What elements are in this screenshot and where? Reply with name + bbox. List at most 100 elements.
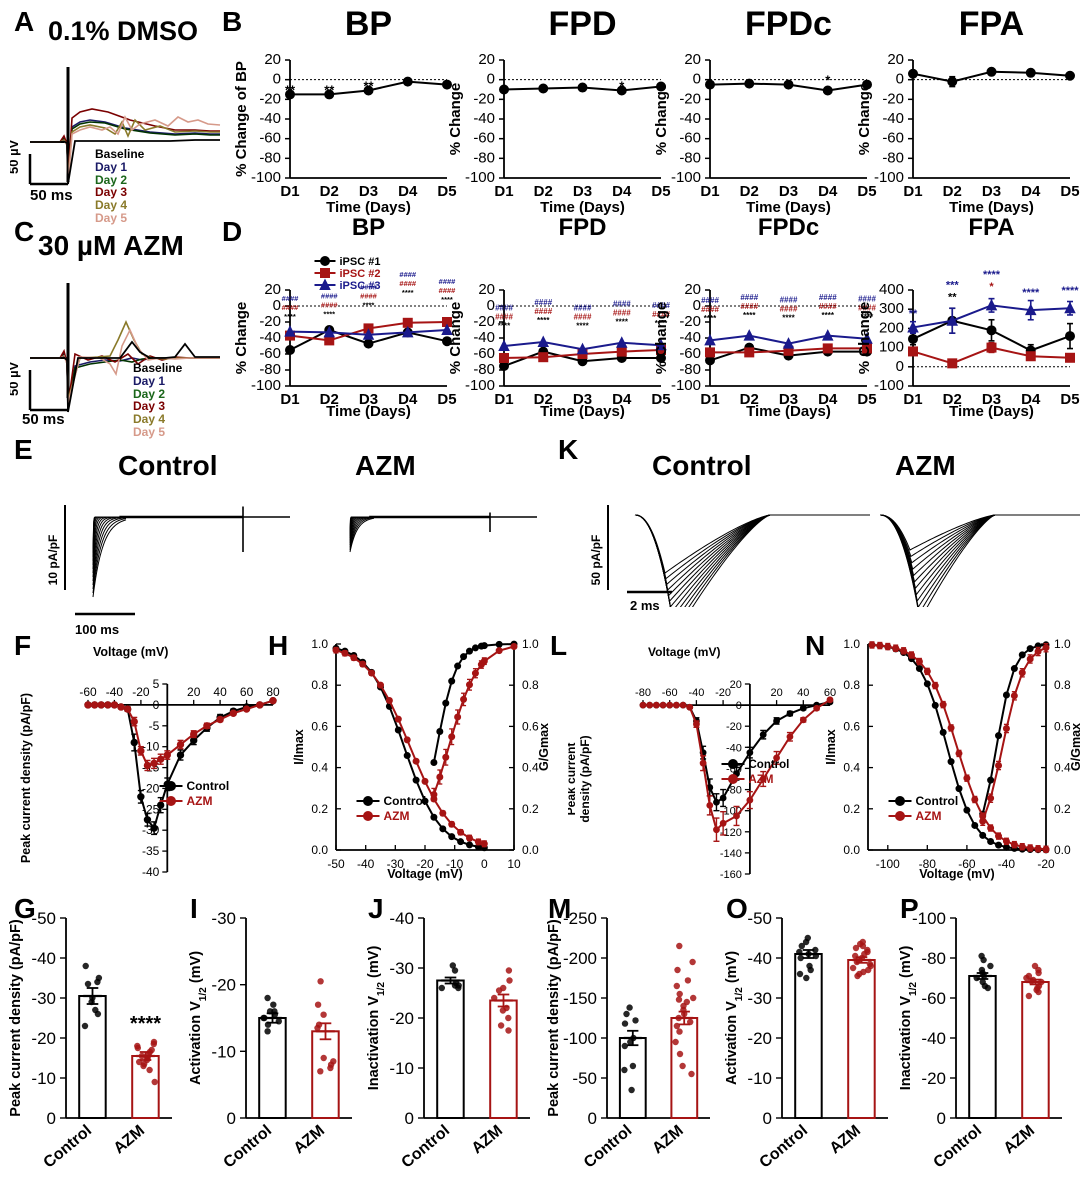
svg-text:20: 20 (264, 281, 281, 298)
svg-text:####: #### (701, 296, 719, 305)
svg-text:0: 0 (153, 698, 160, 712)
svg-text:-80: -80 (679, 361, 701, 378)
svg-text:####: #### (780, 304, 798, 313)
svg-text:60: 60 (240, 685, 254, 699)
svg-text:**: ** (363, 78, 374, 93)
svg-text:0.0: 0.0 (522, 843, 539, 857)
svg-text:-80: -80 (259, 361, 281, 378)
svg-text:20: 20 (187, 685, 201, 699)
svg-text:-30: -30 (389, 959, 414, 978)
svg-text:####: #### (819, 293, 837, 302)
svg-text:-20: -20 (747, 1029, 772, 1048)
svg-text:Voltage (mV): Voltage (mV) (93, 645, 168, 659)
svg-text:10: 10 (507, 857, 521, 871)
svg-text:100: 100 (879, 339, 904, 356)
svg-text:D2: D2 (943, 183, 962, 200)
svg-text:20: 20 (478, 51, 495, 68)
svg-text:****: **** (704, 314, 717, 323)
svg-text:**: ** (285, 82, 296, 97)
svg-text:Inactivation V1/2 (mV): Inactivation V1/2 (mV) (366, 946, 387, 1091)
svg-text:-60: -60 (921, 989, 946, 1008)
svg-text:0.6: 0.6 (311, 719, 328, 733)
svg-text:-80: -80 (921, 949, 946, 968)
svg-text:-20: -20 (882, 90, 904, 107)
svg-text:0: 0 (273, 71, 281, 88)
svg-text:####: #### (495, 312, 513, 321)
svg-text:-80: -80 (726, 785, 742, 797)
svg-text:-40: -40 (882, 110, 904, 127)
svg-text:-40: -40 (357, 857, 375, 871)
svg-text:D5: D5 (1060, 391, 1079, 408)
svg-text:D3: D3 (982, 183, 1001, 200)
svg-text:0.0: 0.0 (311, 843, 328, 857)
svg-text:Control: Control (916, 794, 959, 808)
svg-text:-80: -80 (635, 687, 651, 699)
svg-text:5: 5 (153, 677, 160, 691)
svg-text:-20: -20 (726, 721, 742, 733)
svg-text:****: **** (743, 311, 756, 320)
svg-text:Voltage (mV): Voltage (mV) (387, 867, 462, 881)
svg-text:****: **** (284, 312, 296, 321)
svg-text:####: #### (701, 305, 719, 314)
svg-text:% Change: % Change (233, 302, 250, 375)
svg-text:-80: -80 (882, 149, 904, 166)
svg-text:Activation V1/2 (mV): Activation V1/2 (mV) (724, 951, 745, 1085)
svg-text:-40: -40 (679, 329, 701, 346)
svg-text:-100: -100 (563, 1029, 597, 1048)
svg-text:iPSC #2: iPSC #2 (340, 268, 381, 280)
svg-text:80: 80 (266, 685, 280, 699)
svg-text:Peak current density (pA/pF): Peak current density (pA/pF) (8, 919, 24, 1117)
svg-text:Time (Days): Time (Days) (746, 199, 831, 216)
svg-text:-20: -20 (473, 313, 495, 330)
svg-text:D4: D4 (818, 183, 838, 200)
svg-text:D1: D1 (903, 183, 922, 200)
svg-text:Inactivation V1/2 (mV): Inactivation V1/2 (mV) (898, 946, 919, 1091)
svg-text:AZM: AZM (916, 809, 942, 823)
svg-text:-60: -60 (662, 687, 678, 699)
svg-text:####: #### (282, 303, 300, 312)
svg-text:Control: Control (221, 1122, 275, 1172)
svg-text:Voltage (mV): Voltage (mV) (919, 867, 994, 881)
svg-text:D3: D3 (779, 183, 798, 200)
svg-text:20: 20 (887, 51, 904, 68)
svg-text:G/Gmax: G/Gmax (537, 723, 551, 771)
svg-text:AZM: AZM (827, 1122, 864, 1157)
svg-text:0.6: 0.6 (843, 719, 860, 733)
svg-text:20: 20 (684, 51, 701, 68)
svg-text:D1: D1 (494, 183, 513, 200)
svg-text:-200: -200 (563, 949, 597, 968)
svg-text:0: 0 (896, 358, 904, 375)
svg-text:0.2: 0.2 (843, 802, 860, 816)
svg-text:-20: -20 (211, 976, 236, 995)
svg-text:0: 0 (487, 71, 495, 88)
svg-text:-20: -20 (259, 90, 281, 107)
svg-text:-100: -100 (874, 377, 904, 394)
svg-text:-20: -20 (132, 685, 150, 699)
svg-text:AZM: AZM (649, 1122, 686, 1157)
svg-text:% Change: % Change (653, 302, 670, 375)
svg-text:AZM: AZM (469, 1122, 506, 1157)
svg-text:-40: -40 (688, 687, 704, 699)
svg-text:iPSC #1: iPSC #1 (340, 256, 381, 268)
svg-text:****: **** (1022, 287, 1040, 299)
svg-text:-80: -80 (473, 361, 495, 378)
svg-text:I/Imax: I/Imax (824, 729, 838, 764)
svg-text:-50: -50 (572, 1069, 597, 1088)
svg-text:0.0: 0.0 (1054, 843, 1071, 857)
svg-text:****: **** (782, 313, 795, 322)
svg-text:Control: Control (749, 759, 790, 771)
svg-text:####: #### (574, 312, 592, 321)
svg-text:-50: -50 (31, 909, 56, 928)
svg-text:0: 0 (227, 1109, 236, 1128)
svg-text:-60: -60 (882, 130, 904, 147)
svg-text:-40: -40 (921, 1029, 946, 1048)
svg-text:D5: D5 (1060, 183, 1079, 200)
svg-text:-20: -20 (389, 1009, 414, 1028)
svg-text:-60: -60 (473, 345, 495, 362)
svg-text:****: **** (537, 316, 550, 325)
svg-text:***: *** (946, 280, 960, 292)
svg-text:D1: D1 (700, 391, 719, 408)
svg-text:-60: -60 (679, 345, 701, 362)
svg-text:density (pA/pF): density (pA/pF) (578, 735, 592, 822)
svg-text:-250: -250 (563, 909, 597, 928)
